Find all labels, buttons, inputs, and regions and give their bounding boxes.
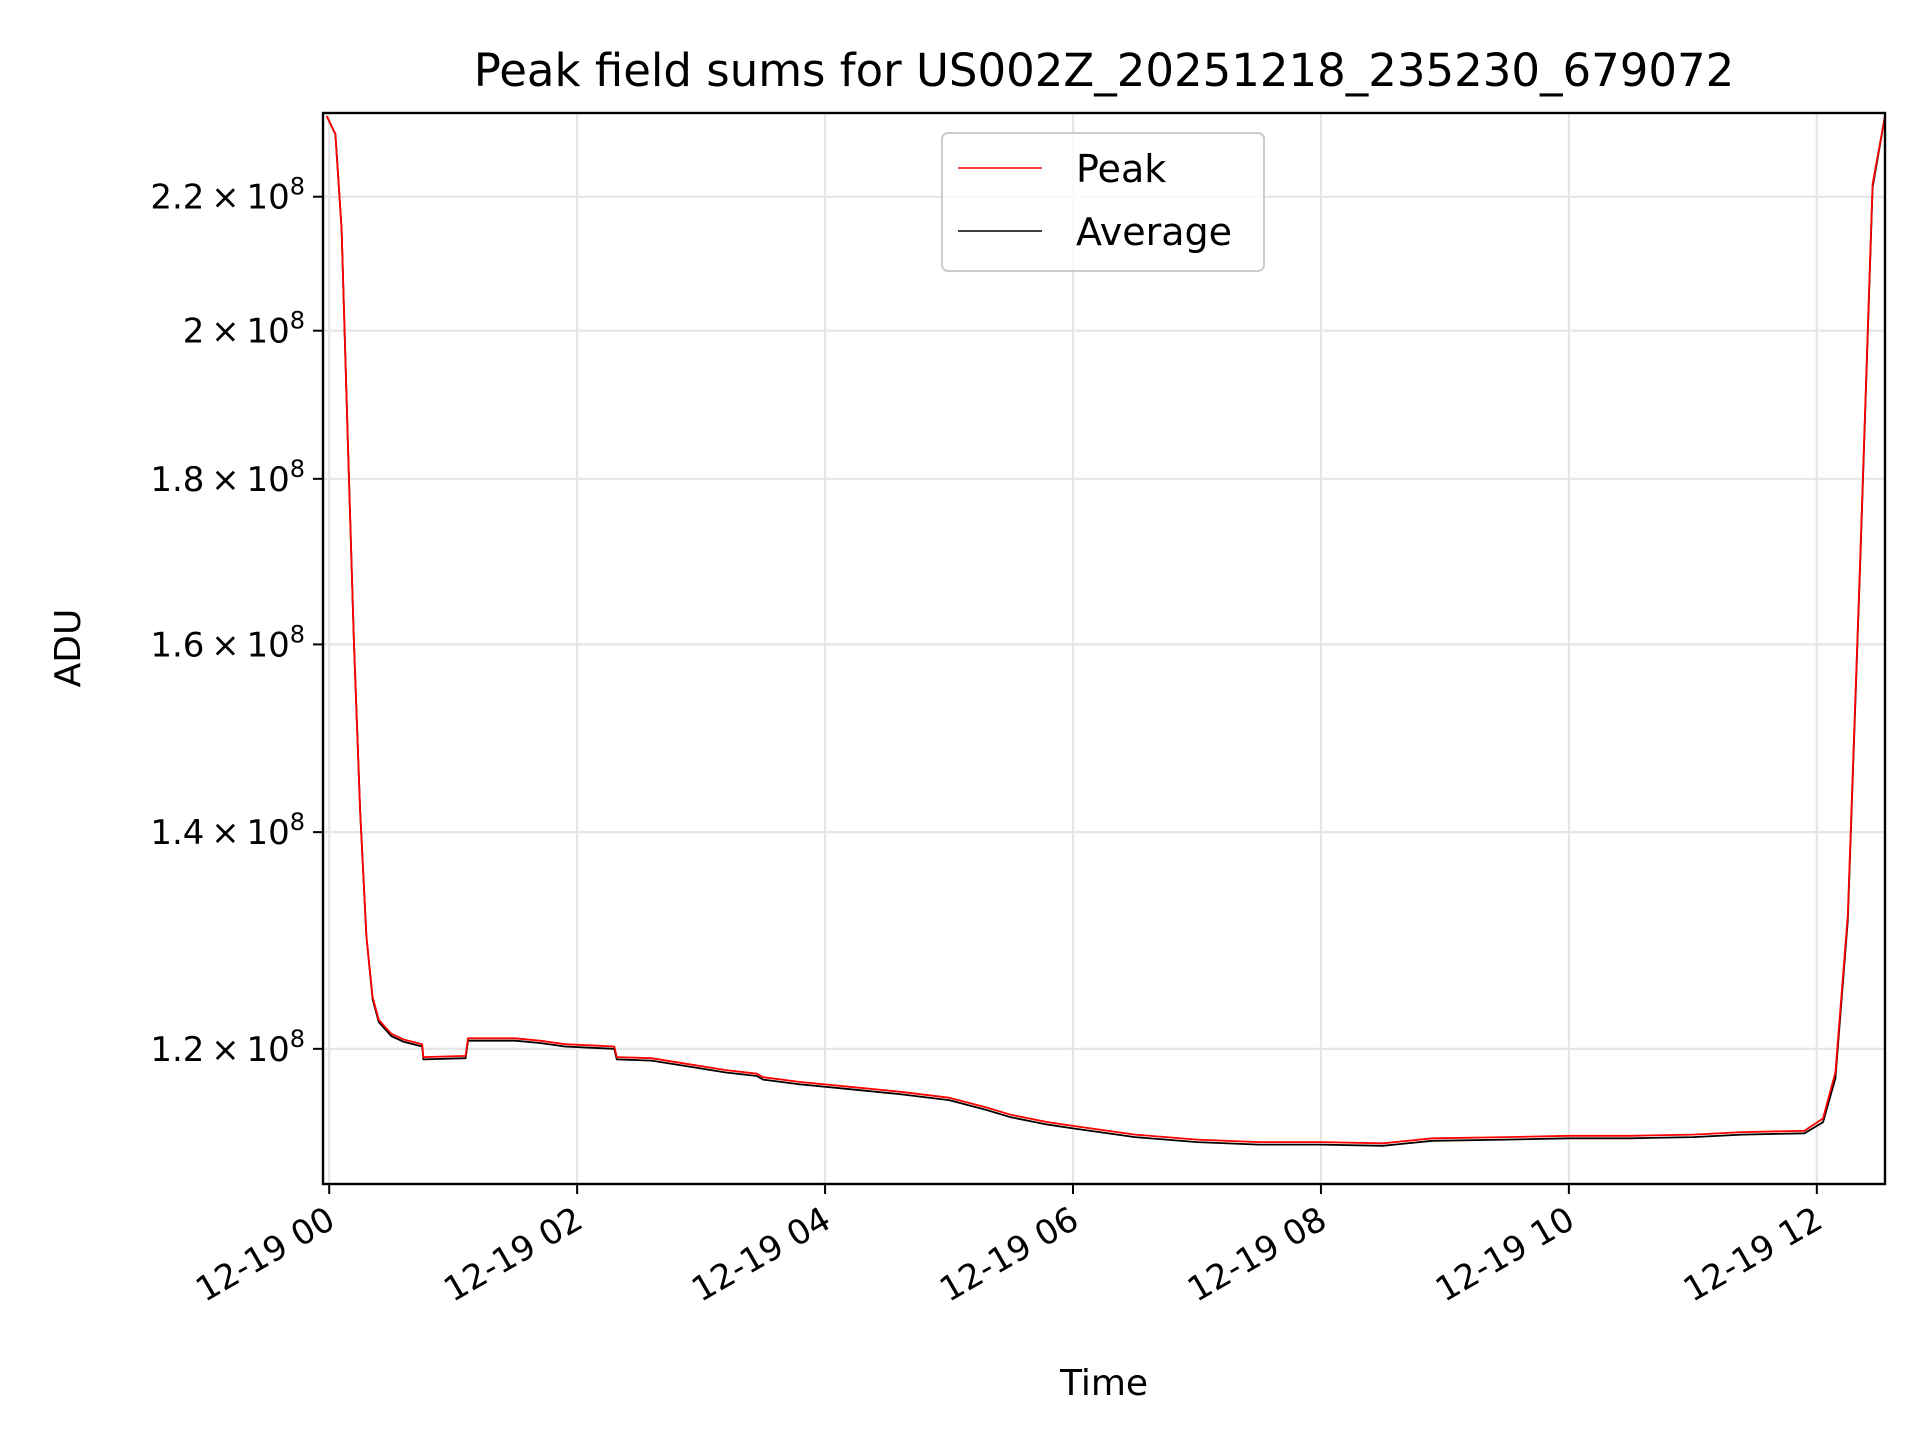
y-tick-label: 2.2 × 108 (150, 173, 305, 218)
grid (323, 113, 1885, 1184)
legend-peak-label: Peak (1076, 147, 1166, 191)
y-tick-label: 1.6 × 108 (150, 620, 305, 665)
series-layer (325, 115, 1886, 1147)
chart-title: Peak field sums for US002Z_20251218_2352… (474, 44, 1735, 97)
y-tick-label: 2 × 108 (183, 307, 305, 352)
y-axis-label: ADU (48, 609, 89, 688)
y-tick-label: 1.2 × 108 (150, 1025, 305, 1070)
series-line-peak (325, 115, 1886, 1145)
y-axis: 1.2 × 108 1.4 × 108 1.6 × 108 1.8 × 108 2 × … (150, 173, 323, 1070)
y-tick-label: 1.8 × 108 (150, 455, 305, 500)
y-tick-label: 1.4 × 108 (150, 808, 305, 853)
plot-frame (321, 111, 1887, 1186)
series-line-average (325, 115, 1886, 1147)
legend-average-label: Average (1076, 210, 1232, 254)
legend: Peak Average (941, 132, 1265, 272)
x-axis-label: Time (1059, 1363, 1148, 1404)
